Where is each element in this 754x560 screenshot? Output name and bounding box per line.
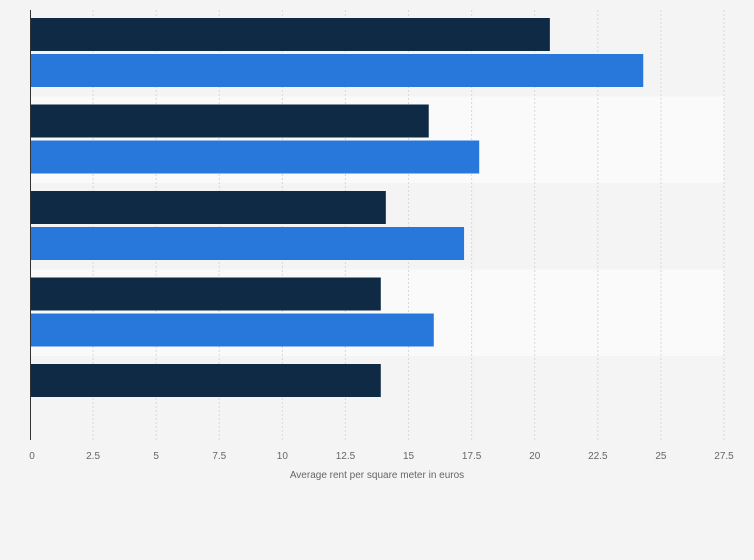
bar-series-2[interactable] xyxy=(30,140,480,174)
bar-series-1[interactable] xyxy=(30,191,386,224)
x-tick-label: 10 xyxy=(277,451,289,462)
bar-series-1[interactable] xyxy=(30,364,381,397)
bar-series-2[interactable] xyxy=(30,227,465,260)
x-tick-label: 17.5 xyxy=(462,451,482,462)
x-tick-label: 15 xyxy=(403,451,415,462)
bar-series-1[interactable] xyxy=(30,104,429,138)
x-axis-title: Average rent per square meter in euros xyxy=(290,470,464,481)
bar-series-2[interactable] xyxy=(30,54,644,87)
bar-series-1[interactable] xyxy=(30,18,550,51)
x-tick-label: 22.5 xyxy=(588,451,608,462)
bars xyxy=(30,18,644,397)
bar-series-1[interactable] xyxy=(30,277,381,311)
x-tick-label: 0 xyxy=(29,451,35,462)
x-tick-label: 25 xyxy=(655,451,667,462)
x-tick-labels: 0 2.5 5 7.5 10 12.5 15 17.5 20 22.5 25 27.5 xyxy=(29,451,734,462)
x-tick-label: 5 xyxy=(153,451,159,462)
x-tick-label: 27.5 xyxy=(714,451,734,462)
x-tick-label: 2.5 xyxy=(86,451,100,462)
x-tick-label: 12.5 xyxy=(336,451,356,462)
x-tick-label: 7.5 xyxy=(212,451,226,462)
bar-series-2[interactable] xyxy=(30,313,434,347)
x-tick-label: 20 xyxy=(529,451,541,462)
